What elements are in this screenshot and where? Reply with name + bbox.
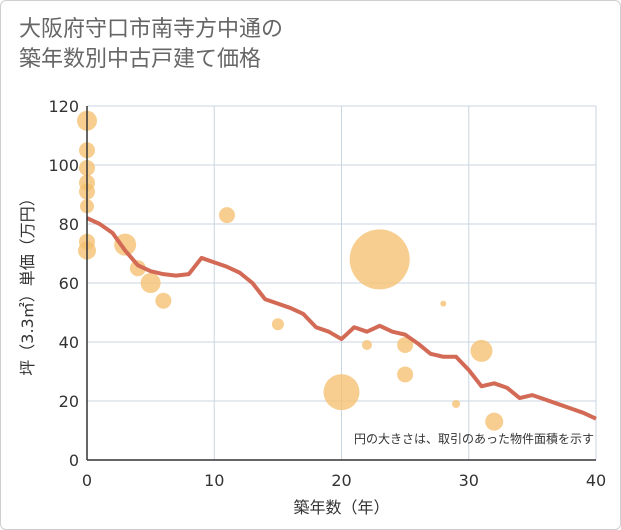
chart-title-line1: 大阪府守口市南寺方中通の <box>19 17 284 42</box>
bubble-point <box>485 412 504 431</box>
y-tick-label: 100 <box>48 156 79 175</box>
bubble-point <box>361 339 372 350</box>
bubble-point <box>323 374 360 411</box>
bubble-point <box>114 233 137 256</box>
bubble-point <box>271 318 284 331</box>
y-axis-label: 坪（3.3㎡）単価（万円） <box>18 190 37 375</box>
x-tick-label: 10 <box>204 471 224 490</box>
chart-title: 大阪府守口市南寺方中通の 築年数別中古戸建て価格 <box>19 15 579 75</box>
x-tick-label: 20 <box>331 471 351 490</box>
bubble-point <box>129 260 146 277</box>
y-tick-label: 0 <box>69 451 79 470</box>
x-tick-label: 40 <box>586 471 606 490</box>
x-tick-label: 0 <box>82 471 92 490</box>
bubble-point <box>140 273 161 293</box>
y-tick-label: 120 <box>48 97 79 116</box>
bubble-point <box>218 207 235 224</box>
bubble-size-note: 円の大きさは、取引のあった物件面積を示す <box>354 431 594 446</box>
bubble-point <box>397 336 414 353</box>
y-tick-label: 20 <box>59 392 79 411</box>
grid-lines <box>87 105 597 460</box>
average-price-line <box>86 216 597 421</box>
y-tick-label: 60 <box>59 274 79 293</box>
x-tick-label: 30 <box>459 471 479 490</box>
bubble-point <box>470 339 493 362</box>
axes <box>86 106 596 461</box>
bubble-point <box>155 292 172 309</box>
x-axis-ticks: 0 10 20 30 40 <box>82 471 606 490</box>
bubble-point <box>349 229 410 290</box>
y-tick-label: 40 <box>59 333 79 352</box>
bubble-point <box>452 399 461 408</box>
bubble-point <box>440 300 447 307</box>
y-tick-label: 80 <box>59 215 79 234</box>
bubble-series <box>77 110 504 431</box>
x-axis-label: 築年数（年） <box>293 498 389 517</box>
chart-title-line2: 築年数別中古戸建て価格 <box>19 47 262 72</box>
y-axis-ticks: 0 20 40 60 80 100 120 <box>48 97 79 470</box>
bubble-point <box>397 366 414 383</box>
